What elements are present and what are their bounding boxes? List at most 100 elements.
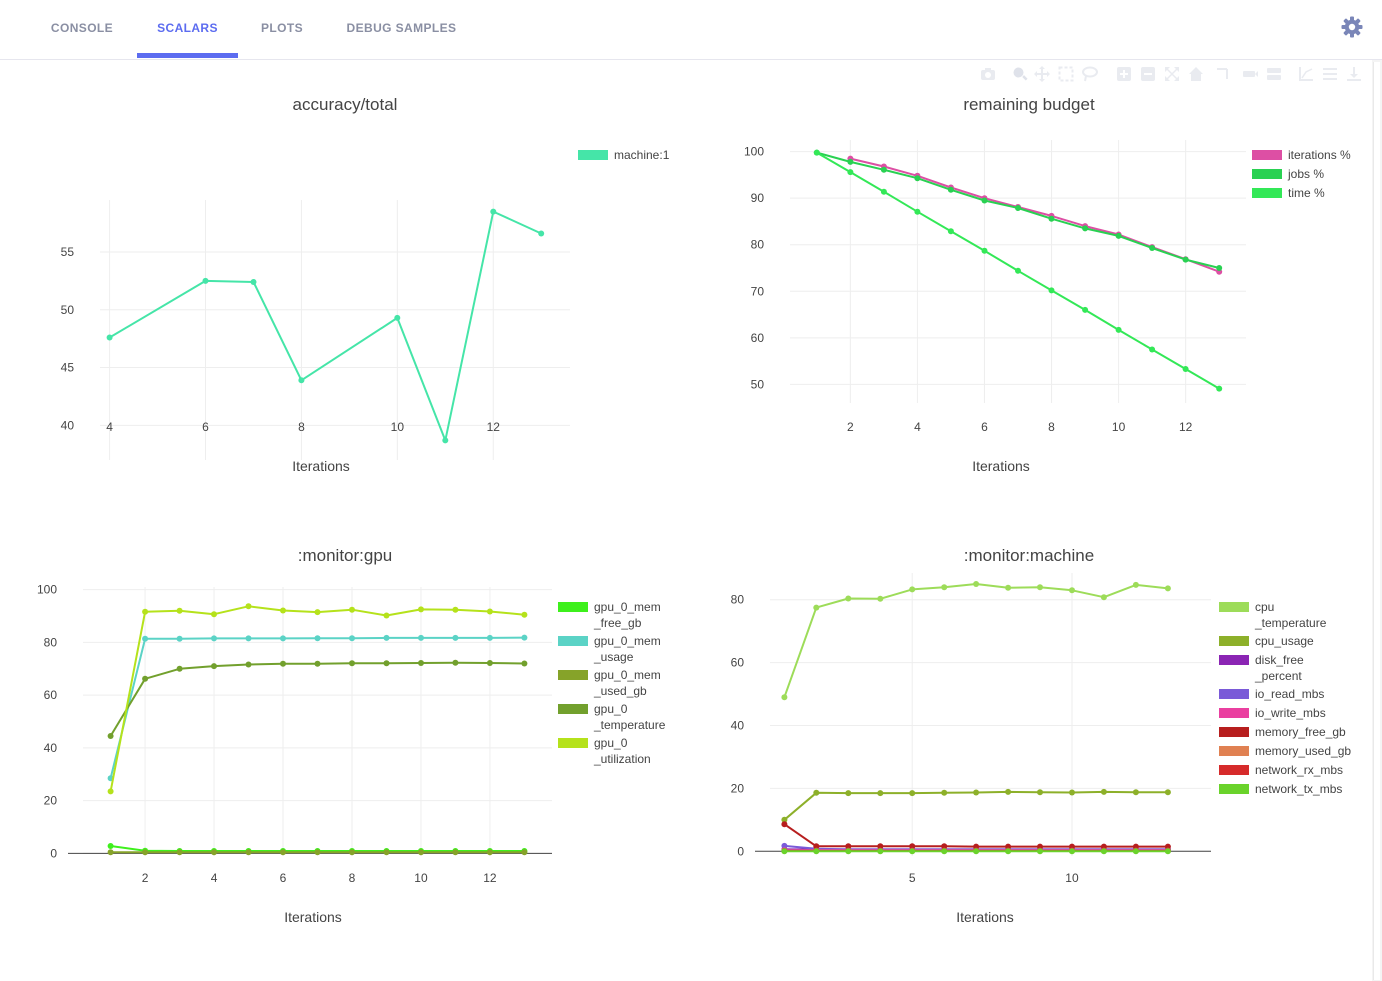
data-point-cpu-temperature[interactable] <box>941 584 948 591</box>
tab-console[interactable]: CONSOLE <box>50 21 114 35</box>
data-point-cpu-usage[interactable] <box>941 789 948 796</box>
data-point-jobs[interactable] <box>847 158 854 165</box>
data-point-cpu-usage[interactable] <box>1132 789 1139 796</box>
data-point-gpu-0-mem-usage[interactable] <box>521 634 528 641</box>
tab-scalars[interactable]: SCALARS <box>157 21 218 35</box>
legend-item-gpu-0-temperature[interactable]: gpu_0 _temperature <box>558 702 666 732</box>
data-point-cpu-usage[interactable] <box>1037 789 1043 796</box>
data-point-gpu-0-temperature[interactable] <box>245 661 252 668</box>
data-point-network-tx-mbs[interactable] <box>1164 848 1171 855</box>
data-point-gpu-0-utilization[interactable] <box>280 607 286 614</box>
series-line-machine-1[interactable] <box>109 210 542 442</box>
data-point-gpu-0-mem-used-gb[interactable] <box>486 849 493 856</box>
series-line-gpu-0-temperature[interactable] <box>109 661 525 737</box>
data-point-machine-1[interactable] <box>442 437 449 444</box>
data-point-time[interactable] <box>1115 326 1122 333</box>
data-point-network-tx-mbs[interactable] <box>781 848 788 855</box>
gear-icon[interactable] <box>1340 15 1364 39</box>
scrollbar-thumb[interactable] <box>1373 62 1380 980</box>
spike-lines-icon[interactable] <box>1214 66 1230 82</box>
data-point-jobs[interactable] <box>1082 225 1089 232</box>
data-point-memory-free-gb[interactable] <box>909 843 916 850</box>
data-point-cpu-temperature[interactable] <box>1069 587 1075 594</box>
data-point-gpu-0-utilization[interactable] <box>142 608 149 615</box>
data-point-memory-free-gb[interactable] <box>877 843 884 850</box>
data-point-jobs[interactable] <box>1149 245 1156 251</box>
data-point-gpu-0-utilization[interactable] <box>486 608 493 615</box>
data-point-memory-free-gb[interactable] <box>781 821 788 828</box>
zoom-out-icon[interactable] <box>1140 66 1156 82</box>
data-point-time[interactable] <box>1082 306 1089 313</box>
camera-icon[interactable] <box>980 66 996 82</box>
legend-item-io-read-mbs[interactable]: io_read_mbs <box>1219 687 1324 701</box>
data-point-network-tx-mbs[interactable] <box>973 848 980 855</box>
data-point-memory-free-gb[interactable] <box>941 843 948 850</box>
legend-item-gpu-0-utilization[interactable]: gpu_0 _utilization <box>558 736 651 766</box>
data-point-gpu-0-mem-used-gb[interactable] <box>245 849 252 856</box>
data-point-machine-1[interactable] <box>250 279 257 285</box>
series-line-gpu-0-utilization[interactable] <box>109 605 525 792</box>
data-point-gpu-0-temperature[interactable] <box>107 733 114 739</box>
data-point-gpu-0-utilization[interactable] <box>452 606 459 613</box>
data-point-gpu-0-mem-used-gb[interactable] <box>521 849 528 856</box>
data-point-gpu-0-utilization[interactable] <box>349 606 355 613</box>
data-point-machine-1[interactable] <box>538 230 545 237</box>
pan-icon[interactable] <box>1034 66 1050 82</box>
data-point-jobs[interactable] <box>880 166 887 173</box>
plot-accuracy-total[interactable]: accuracy/total 4 6 8 10 12 40 45 50 55 Iterations m… <box>0 62 690 502</box>
data-point-cpu-temperature[interactable] <box>813 604 820 611</box>
data-point-cpu-temperature[interactable] <box>845 595 852 602</box>
data-point-cpu-usage[interactable] <box>909 790 916 797</box>
box-select-icon[interactable] <box>1058 66 1074 82</box>
lasso-icon[interactable] <box>1082 66 1098 82</box>
data-point-machine-1[interactable] <box>394 314 401 321</box>
data-point-gpu-0-mem-usage[interactable] <box>452 634 459 641</box>
data-point-cpu-usage[interactable] <box>1164 789 1171 796</box>
data-point-cpu-temperature[interactable] <box>1100 594 1107 601</box>
tab-plots[interactable]: PLOTS <box>260 21 303 35</box>
data-point-network-tx-mbs[interactable] <box>845 848 852 855</box>
data-point-gpu-0-mem-free-gb[interactable] <box>107 843 114 849</box>
series-line-cpu-usage[interactable] <box>783 790 1168 821</box>
data-point-cpu-usage[interactable] <box>1100 788 1107 795</box>
data-point-cpu-temperature[interactable] <box>1164 585 1171 592</box>
data-point-time[interactable] <box>1182 366 1189 372</box>
data-point-cpu-temperature[interactable] <box>1132 581 1139 588</box>
hover-closest-icon[interactable] <box>1242 66 1258 82</box>
data-point-cpu-temperature[interactable] <box>877 595 884 602</box>
data-point-memory-free-gb[interactable] <box>845 843 852 850</box>
data-point-gpu-0-mem-used-gb[interactable] <box>176 849 183 856</box>
zoom-in-icon[interactable] <box>1116 66 1132 82</box>
data-point-gpu-0-temperature[interactable] <box>452 659 459 666</box>
legend-item-gpu-0-mem-used-gb[interactable]: gpu_0_mem _used_gb <box>558 668 661 698</box>
legend-item-memory-used-gb[interactable]: memory_used_gb <box>1219 744 1351 758</box>
data-point-gpu-0-mem-usage[interactable] <box>280 635 286 642</box>
data-point-machine-1[interactable] <box>298 377 305 384</box>
data-point-jobs[interactable] <box>1015 205 1021 211</box>
data-point-cpu-temperature[interactable] <box>1005 584 1012 591</box>
data-point-gpu-0-mem-used-gb[interactable] <box>349 849 355 856</box>
data-point-jobs[interactable] <box>1048 215 1055 222</box>
data-point-gpu-0-temperature[interactable] <box>280 660 286 667</box>
download-icon[interactable] <box>1346 66 1362 82</box>
data-point-cpu-usage[interactable] <box>813 789 820 796</box>
legend-item-io-write-mbs[interactable]: io_write_mbs <box>1219 706 1326 720</box>
data-point-gpu-0-mem-used-gb[interactable] <box>107 849 114 856</box>
data-point-machine-1[interactable] <box>202 277 209 284</box>
data-point-time[interactable] <box>880 188 887 195</box>
data-point-gpu-0-temperature[interactable] <box>383 660 390 667</box>
data-point-memory-free-gb[interactable] <box>1005 843 1012 850</box>
data-point-memory-free-gb[interactable] <box>1164 843 1171 850</box>
data-point-network-tx-mbs[interactable] <box>1132 848 1139 855</box>
data-point-gpu-0-mem-usage[interactable] <box>314 635 321 642</box>
series-line-gpu-0-mem-usage[interactable] <box>109 636 525 779</box>
data-point-memory-free-gb[interactable] <box>973 843 980 850</box>
data-point-memory-free-gb[interactable] <box>1037 843 1043 850</box>
data-point-gpu-0-temperature[interactable] <box>211 663 217 670</box>
data-point-gpu-0-utilization[interactable] <box>107 788 114 795</box>
log-scale-icon[interactable] <box>1298 66 1314 82</box>
data-point-network-tx-mbs[interactable] <box>1005 848 1012 855</box>
data-point-gpu-0-mem-usage[interactable] <box>245 635 252 642</box>
tab-debug-samples[interactable]: DEBUG SAMPLES <box>346 21 457 35</box>
data-point-gpu-0-mem-usage[interactable] <box>418 634 424 641</box>
